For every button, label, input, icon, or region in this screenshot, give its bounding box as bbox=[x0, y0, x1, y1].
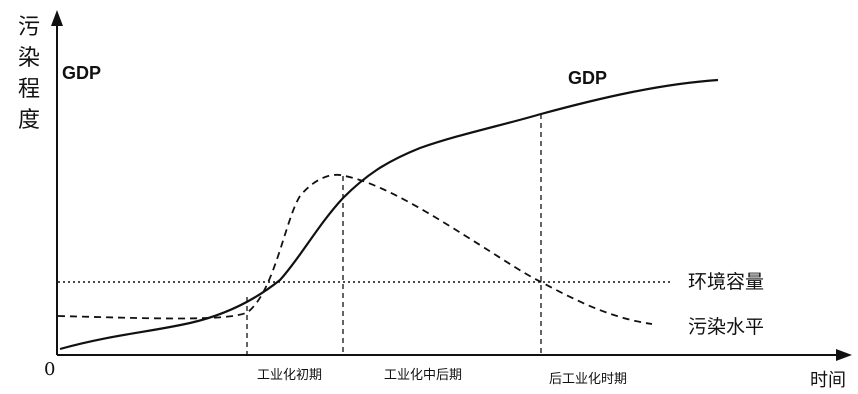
period-label-early: 工业化初期 bbox=[257, 368, 323, 383]
gdp-curve bbox=[59, 78, 719, 351]
y-axis-title: 污染程度 bbox=[17, 15, 40, 133]
x-axis-arrow bbox=[836, 349, 852, 361]
pollution-curve bbox=[57, 174, 653, 325]
environmental-capacity-label: 环境容量 bbox=[688, 271, 765, 293]
period-label-post: 后工业化时期 bbox=[549, 372, 628, 387]
pollution-level-label: 污染水平 bbox=[688, 316, 765, 338]
period-label-mid-late: 工业化中后期 bbox=[384, 368, 463, 383]
x-axis-title: 时间 bbox=[810, 370, 846, 391]
origin-label: 0 bbox=[44, 359, 56, 380]
gdp-label-right: GDP bbox=[568, 68, 608, 88]
gdp-label-left: GDP bbox=[62, 63, 102, 83]
y-axis-arrow bbox=[51, 10, 63, 26]
